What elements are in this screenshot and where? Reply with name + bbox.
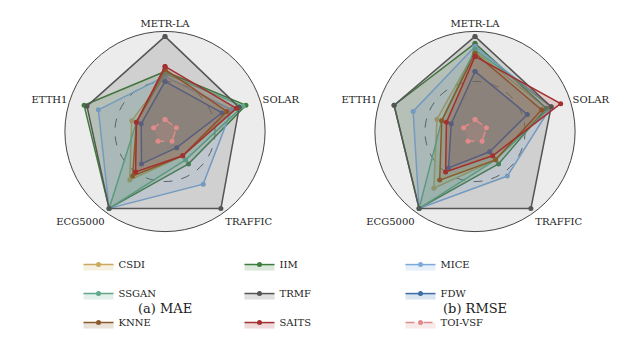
svg-text:(b) RMSE: (b) RMSE — [443, 301, 507, 316]
svg-text:METR-LA: METR-LA — [451, 18, 501, 29]
svg-text:ECG5000: ECG5000 — [366, 216, 414, 227]
svg-text:CSDI: CSDI — [119, 259, 146, 270]
svg-text:IIM: IIM — [280, 259, 298, 270]
svg-text:MICE: MICE — [441, 259, 470, 270]
svg-text:TRMF: TRMF — [280, 288, 311, 299]
svg-text:TRAFFIC: TRAFFIC — [535, 216, 582, 227]
svg-text:SAITS: SAITS — [280, 317, 312, 328]
svg-text:SOLAR: SOLAR — [573, 94, 610, 105]
svg-text:SSGAN: SSGAN — [119, 288, 157, 299]
svg-text:KNNE: KNNE — [119, 317, 151, 328]
svg-text:FDW: FDW — [441, 288, 467, 299]
svg-text:TRAFFIC: TRAFFIC — [225, 216, 272, 227]
svg-text:SOLAR: SOLAR — [263, 94, 300, 105]
svg-text:ETTH1: ETTH1 — [31, 94, 67, 105]
svg-text:ETTH1: ETTH1 — [341, 94, 377, 105]
svg-text:(a) MAE: (a) MAE — [138, 301, 192, 316]
svg-text:METR-LA: METR-LA — [141, 18, 191, 29]
svg-text:ECG5000: ECG5000 — [56, 216, 104, 227]
svg-text:TOI-VSF: TOI-VSF — [441, 317, 484, 328]
